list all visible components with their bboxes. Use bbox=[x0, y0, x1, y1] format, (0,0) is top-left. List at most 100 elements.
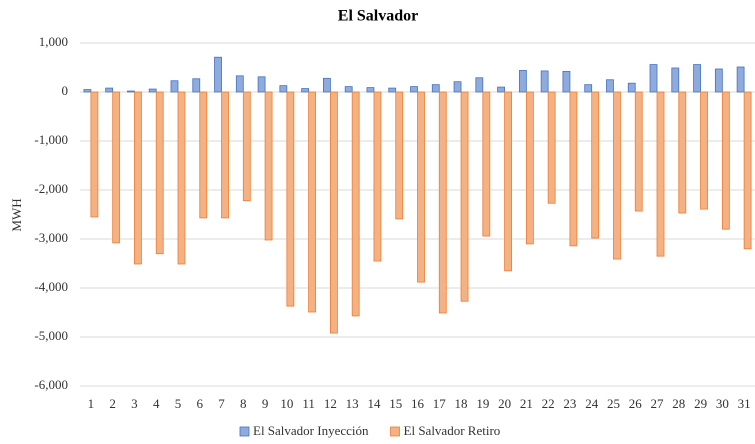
bar bbox=[264, 91, 273, 241]
bar bbox=[323, 77, 331, 93]
x-tick-label: 18 bbox=[455, 396, 468, 411]
y-tick-label: -6,000 bbox=[34, 377, 68, 392]
y-tick-label: -3,000 bbox=[34, 230, 68, 245]
bar bbox=[569, 91, 578, 247]
bar bbox=[518, 70, 527, 93]
x-tick-label: 28 bbox=[672, 396, 685, 411]
bar bbox=[214, 56, 222, 93]
bar bbox=[177, 91, 186, 265]
bar bbox=[475, 77, 484, 93]
bar bbox=[373, 91, 382, 262]
bar bbox=[591, 91, 600, 239]
bar bbox=[547, 91, 556, 204]
x-tick-label: 20 bbox=[498, 396, 511, 411]
bar bbox=[90, 91, 99, 218]
bar bbox=[649, 64, 658, 93]
x-tick-label: 10 bbox=[280, 396, 293, 411]
y-tick-label: 1,000 bbox=[39, 34, 68, 49]
x-tick-label: 4 bbox=[153, 396, 160, 411]
x-tick-label: 19 bbox=[476, 396, 489, 411]
legend-label: El Salvador Inyección bbox=[253, 423, 369, 438]
bar bbox=[627, 82, 636, 93]
x-tick-label: 2 bbox=[109, 396, 116, 411]
bar bbox=[155, 91, 164, 255]
bar bbox=[482, 91, 491, 237]
bar bbox=[235, 75, 244, 93]
x-tick-label: 14 bbox=[367, 396, 381, 411]
x-tick-label: 13 bbox=[346, 396, 359, 411]
bar bbox=[112, 91, 121, 244]
bar bbox=[170, 80, 179, 93]
bar bbox=[736, 66, 745, 93]
bar bbox=[606, 79, 614, 93]
bar bbox=[417, 91, 425, 283]
bar bbox=[525, 91, 534, 245]
legend-swatch bbox=[390, 426, 400, 437]
y-tick-label: -2,000 bbox=[34, 181, 68, 196]
bar bbox=[330, 91, 338, 334]
chart-title: El Salvador bbox=[338, 8, 418, 25]
bar bbox=[388, 87, 397, 93]
x-tick-label: 5 bbox=[175, 396, 182, 411]
bar bbox=[540, 70, 549, 93]
bar bbox=[671, 67, 680, 93]
x-tick-label: 17 bbox=[433, 396, 447, 411]
bar bbox=[301, 88, 310, 93]
bar bbox=[127, 90, 135, 93]
bar bbox=[613, 91, 621, 260]
bar bbox=[678, 91, 687, 214]
bar bbox=[410, 86, 418, 93]
bar bbox=[308, 91, 317, 313]
bar bbox=[634, 91, 643, 212]
x-tick-label: 29 bbox=[694, 396, 707, 411]
y-tick-label: -5,000 bbox=[34, 328, 68, 343]
bar bbox=[693, 64, 701, 93]
x-tick-label: 26 bbox=[629, 396, 643, 411]
bar bbox=[192, 78, 201, 93]
bar bbox=[351, 91, 360, 317]
x-tick-label: 16 bbox=[411, 396, 425, 411]
bar bbox=[743, 91, 752, 250]
x-tick-label: 11 bbox=[302, 396, 315, 411]
bar bbox=[497, 86, 505, 93]
bar bbox=[453, 81, 462, 93]
y-tick-label: -4,000 bbox=[34, 279, 68, 294]
bar bbox=[279, 85, 288, 93]
bar bbox=[83, 89, 92, 93]
x-tick-label: 12 bbox=[324, 396, 337, 411]
bar bbox=[584, 84, 593, 93]
y-axis-label: MWH bbox=[9, 198, 24, 231]
x-tick-label: 30 bbox=[716, 396, 729, 411]
x-tick-label: 7 bbox=[218, 396, 225, 411]
x-tick-label: 31 bbox=[738, 396, 751, 411]
bar bbox=[148, 88, 157, 93]
bar bbox=[562, 71, 571, 93]
bar bbox=[460, 91, 469, 302]
x-tick-label: 1 bbox=[88, 396, 95, 411]
bar bbox=[700, 91, 708, 210]
bar bbox=[344, 86, 353, 93]
x-tick-label: 15 bbox=[389, 396, 402, 411]
x-tick-label: 22 bbox=[542, 396, 555, 411]
bar bbox=[242, 91, 251, 202]
bar bbox=[105, 87, 114, 93]
x-tick-label: 27 bbox=[651, 396, 665, 411]
bar bbox=[721, 91, 730, 230]
bar bbox=[438, 91, 447, 314]
bar bbox=[366, 87, 375, 93]
x-tick-label: 3 bbox=[131, 396, 138, 411]
legend-swatch bbox=[239, 426, 250, 437]
x-tick-label: 24 bbox=[585, 396, 599, 411]
bar bbox=[199, 91, 208, 219]
y-tick-label: -1,000 bbox=[34, 132, 68, 147]
x-tick-label: 9 bbox=[262, 396, 269, 411]
bar bbox=[257, 76, 266, 93]
x-tick-label: 21 bbox=[520, 396, 533, 411]
x-tick-label: 25 bbox=[607, 396, 620, 411]
bar bbox=[656, 91, 665, 257]
bar bbox=[134, 91, 142, 265]
bar bbox=[286, 91, 295, 307]
bar bbox=[395, 91, 404, 220]
